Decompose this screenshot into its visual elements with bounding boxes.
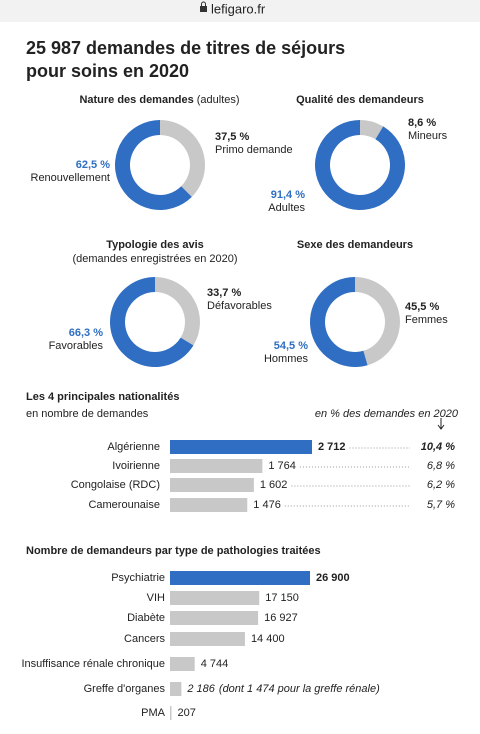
- donut-segment: [315, 120, 406, 210]
- value-label: 14 400: [251, 633, 285, 645]
- bar: [170, 706, 172, 720]
- donut-subtitle: (demandes enregistrées en 2020): [72, 253, 237, 265]
- category-label: Défavorables: [207, 300, 272, 312]
- category-label: Adultes: [268, 202, 305, 214]
- donut-segment: [355, 277, 400, 366]
- bar: [170, 498, 248, 512]
- bar: [170, 591, 260, 605]
- category-label: Congolaise (RDC): [71, 479, 160, 491]
- value-label: 45,5 %: [405, 301, 439, 313]
- value-label: 37,5 %: [215, 131, 249, 143]
- value-label: 54,5 %: [274, 340, 308, 352]
- donut-segment: [109, 277, 194, 368]
- value-label: 2 712: [318, 441, 346, 453]
- bar: [170, 611, 259, 625]
- share-label: 5,7 %: [427, 499, 455, 511]
- bar: [170, 632, 245, 646]
- donut-segment: [115, 120, 192, 210]
- value-label: 207: [178, 707, 196, 719]
- bar: [170, 478, 254, 492]
- value-label: 17 150: [265, 592, 299, 604]
- donut-segment: [160, 120, 206, 197]
- value-note: (dont 1 474 pour la greffe rénale): [219, 683, 380, 695]
- donut-segment: [155, 277, 200, 346]
- chart-title: Nombre de demandeurs par type de patholo…: [26, 545, 321, 557]
- note: en % des demandes en 2020: [315, 408, 459, 420]
- share-label: 6,2 %: [427, 479, 455, 491]
- category-label: Psychiatrie: [111, 572, 165, 584]
- category-label: Ivoirienne: [112, 460, 160, 472]
- title: pour soins en 2020: [26, 61, 189, 81]
- lock-icon: [200, 6, 207, 12]
- value-label: 66,3 %: [69, 327, 103, 339]
- category-label: Diabète: [127, 612, 165, 624]
- category-label: PMA: [141, 707, 166, 719]
- value-label: 62,5 %: [76, 159, 110, 171]
- category-label: Mineurs: [408, 130, 448, 142]
- category-label: Femmes: [405, 314, 448, 326]
- donut-segment: [360, 120, 384, 140]
- category-label: VIH: [147, 592, 165, 604]
- bar: [170, 657, 195, 671]
- category-label: Algérienne: [107, 441, 160, 453]
- category-label: Camerounaise: [88, 499, 160, 511]
- value-label: 1 764: [268, 460, 296, 472]
- donut-title-note: (adultes): [197, 94, 240, 106]
- category-label: Renouvellement: [31, 172, 111, 184]
- value-label: 2 186: [186, 683, 215, 695]
- category-label: Primo demande: [215, 144, 293, 156]
- category-label: Favorables: [49, 340, 104, 352]
- donut-segment: [309, 277, 368, 367]
- donut-title: Sexe des demandeurs: [297, 239, 413, 251]
- category-label: Greffe d'organes: [84, 683, 166, 695]
- arrow: [437, 418, 445, 430]
- value-label: 91,4 %: [271, 189, 305, 201]
- title: 25 987 demandes de titres de séjours: [26, 38, 345, 58]
- chart-title: Les 4 principales nationalités: [26, 391, 179, 403]
- category-label: Insuffisance rénale chronique: [21, 658, 165, 670]
- bar: [170, 682, 182, 696]
- donut-title: Nature des demandes: [79, 94, 193, 106]
- bar: [170, 440, 312, 454]
- bar: [170, 459, 263, 473]
- category-label: Cancers: [124, 633, 165, 645]
- value-label: 8,6 %: [408, 117, 436, 129]
- share-label: 6,8 %: [427, 460, 455, 472]
- bar: [170, 571, 310, 585]
- lock-shackle: [201, 1, 206, 6]
- chart-subtitle: en nombre de demandes: [26, 408, 149, 420]
- value-label: 4 744: [201, 658, 229, 670]
- value-label: 1 602: [260, 479, 288, 491]
- value-label: 26 900: [316, 572, 350, 584]
- browser-bar: [0, 0, 480, 22]
- value-label: 1 476: [253, 499, 281, 511]
- share-label: 10,4 %: [421, 441, 455, 453]
- donut-title: Typologie des avis: [106, 239, 204, 251]
- donut-title: Qualité des demandeurs: [296, 94, 424, 106]
- url[interactable]: lefigaro.fr: [211, 1, 266, 16]
- value-label: 16 927: [264, 612, 298, 624]
- category-label: Hommes: [264, 353, 309, 365]
- value-label: 33,7 %: [207, 287, 241, 299]
